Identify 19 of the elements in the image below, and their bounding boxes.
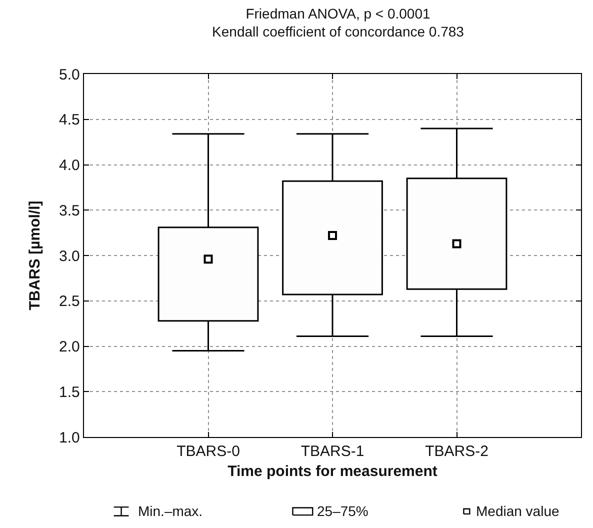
y-tick-label: 2.5 <box>59 293 80 310</box>
x-tick-label: TBARS-1 <box>300 443 364 460</box>
x-axis-title: Time points for measurement <box>228 463 438 480</box>
chart-title: Friedman ANOVA, p < 0.0001 <box>246 5 430 22</box>
y-tick-label: 1.0 <box>59 429 80 446</box>
x-tick-label: TBARS-2 <box>425 443 488 460</box>
y-tick-label: 3.5 <box>59 202 80 220</box>
y-tick-label: 1.5 <box>59 384 80 401</box>
x-tick-label: TBARS-0 <box>176 443 240 460</box>
chart-subtitle: Kendall coefficient of concordance 0.783 <box>212 24 464 40</box>
y-tick-label: 5.0 <box>59 66 80 84</box>
text: Min.–max. <box>138 503 203 519</box>
y-axis-title: TBARS [µmol/l] <box>26 200 44 310</box>
y-tick-label: 4.5 <box>59 112 80 129</box>
y-tick-label: 4.0 <box>59 157 80 174</box>
y-tick-label: 3.0 <box>59 248 80 265</box>
text: 25–75% <box>317 503 368 519</box>
y-tick-label: 2.0 <box>59 338 80 356</box>
text: Median value <box>476 503 560 519</box>
